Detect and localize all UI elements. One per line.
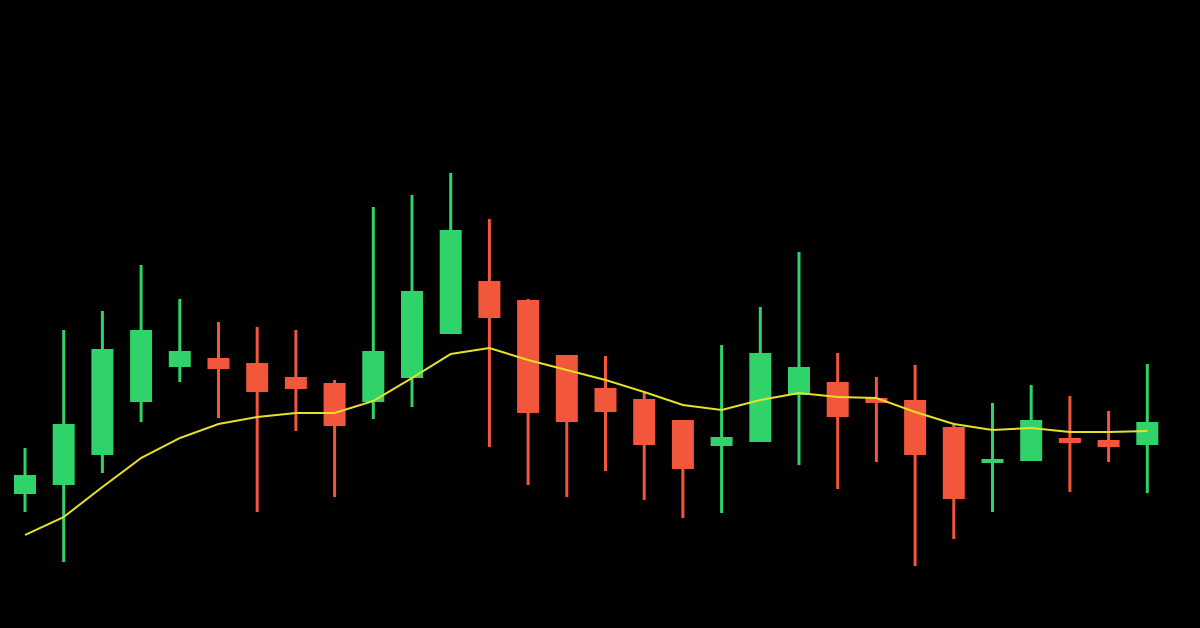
candle-body: [594, 388, 617, 412]
candle-body: [1058, 438, 1081, 443]
candle-body: [439, 230, 462, 334]
candle-body: [14, 475, 36, 494]
candle-body: [1097, 440, 1120, 447]
candle-body: [1136, 422, 1159, 445]
candle-body: [168, 351, 191, 367]
candle-body: [788, 367, 810, 395]
candle-body: [555, 355, 578, 422]
candle-body: [401, 291, 423, 378]
candle-body: [517, 300, 540, 413]
candle-body: [981, 459, 1004, 463]
candle-body: [1020, 420, 1043, 461]
candle-body: [323, 383, 346, 426]
candle-body: [52, 424, 75, 485]
candle-body: [130, 330, 153, 402]
candle-body: [207, 358, 230, 369]
candle-body: [942, 427, 965, 499]
candle-body: [749, 353, 772, 442]
candle-body: [478, 281, 501, 318]
candle-body: [633, 399, 656, 445]
moving-average-line: [24, 346, 1148, 536]
candle-body: [710, 437, 733, 446]
candle-body: [865, 398, 888, 403]
candle-body: [826, 382, 849, 417]
candle-body: [246, 363, 269, 392]
candle-body: [91, 349, 114, 455]
candle-body: [284, 377, 307, 389]
candle-body: [362, 351, 385, 402]
candle-body: [671, 420, 694, 469]
